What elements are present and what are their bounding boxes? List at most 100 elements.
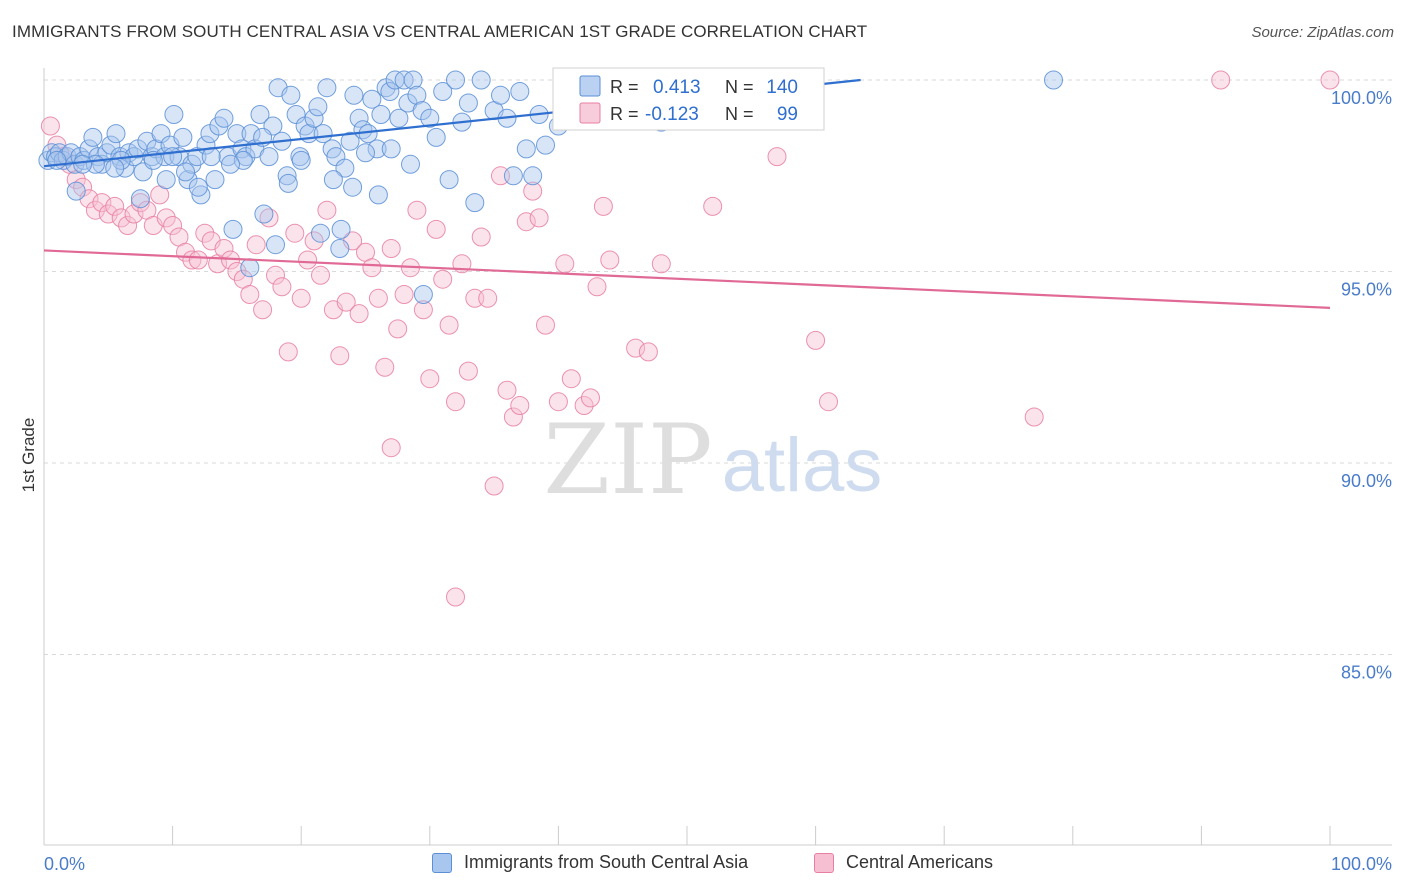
central-americans-point (105, 196, 125, 216)
south-central-asia-point (458, 93, 478, 113)
watermark-atlas: atlas (722, 423, 883, 508)
central-americans-point (600, 250, 620, 270)
legend-item-south-central-asia[interactable]: Immigrants from South Central Asia (432, 852, 748, 873)
y-tick-label: 90.0% (1341, 471, 1392, 491)
legend-n-value-blue: 140 (766, 77, 798, 98)
south-central-asia-point (266, 235, 285, 255)
central-americans-point (767, 147, 787, 167)
central-americans-point (272, 277, 292, 297)
central-americans-point (529, 208, 549, 228)
central-americans-point (478, 288, 498, 308)
south-central-asia-point (259, 147, 279, 167)
central-americans-point (156, 208, 176, 228)
central-americans-point (574, 396, 594, 415)
south-central-asia-point (367, 139, 387, 159)
y-axis-label: 1st Grade (19, 418, 38, 493)
central-americans-point (510, 396, 530, 415)
south-central-asia-point (164, 105, 184, 124)
central-americans-point (497, 380, 517, 400)
central-americans-point (130, 193, 150, 213)
central-americans-point (819, 392, 838, 412)
central-americans-point (111, 208, 131, 228)
south-central-asia-point (281, 85, 301, 105)
legend-r-value-pink: -0.123 (645, 104, 699, 125)
central-americans-point (188, 250, 208, 270)
trend-line-central-americans (43, 249, 1331, 309)
south-central-asia-point (221, 154, 240, 174)
south-central-asia-point (353, 120, 373, 140)
central-americans-point (420, 369, 440, 389)
south-central-asia-point (250, 105, 270, 124)
south-central-asia-point (205, 170, 225, 190)
south-central-asia-point (536, 135, 555, 155)
south-central-asia-point (331, 219, 351, 239)
south-central-asia-point (340, 131, 360, 151)
south-central-asia-point (413, 285, 433, 304)
south-central-asia-point (105, 158, 125, 178)
central-americans-point (362, 258, 382, 278)
y-tick-label: 85.0% (1341, 663, 1392, 683)
south-central-asia-point (380, 82, 400, 101)
legend-n-value-pink: 99 (777, 104, 798, 125)
central-americans-point (413, 300, 433, 320)
south-central-asia-point (389, 108, 409, 128)
central-americans-point (561, 369, 581, 389)
central-americans-point (536, 315, 555, 335)
central-americans-point (446, 392, 465, 412)
central-americans-point (246, 235, 266, 255)
central-americans-point (266, 265, 285, 285)
axes (43, 68, 1392, 846)
south-central-asia-point (227, 124, 247, 144)
legend-item-central-americans[interactable]: Central Americans (814, 852, 993, 873)
south-central-asia-point (304, 108, 324, 128)
central-americans-point (336, 292, 356, 312)
south-central-asia-point (349, 108, 369, 128)
central-americans-point (98, 204, 118, 224)
central-americans-point (593, 196, 613, 216)
south-central-asia-point (223, 219, 243, 239)
south-central-asia-point (214, 108, 234, 128)
central-americans-point (581, 388, 600, 408)
south-central-asia-point (163, 147, 183, 167)
central-americans-point (439, 315, 459, 335)
stats-legend: R = 0.413 N = 140 R = -0.123 N = 99 (552, 67, 825, 131)
south-central-asia-point (356, 143, 375, 163)
legend-label-south-central-asia: Immigrants from South Central Asia (464, 852, 749, 872)
south-central-asia-point (335, 158, 355, 178)
central-americans-point (317, 200, 337, 220)
south-central-asia-point (1044, 70, 1063, 90)
south-central-asia-point (308, 97, 328, 117)
south-central-asia-point (426, 127, 446, 147)
central-americans-point (182, 250, 202, 270)
south-central-asia-point (278, 173, 298, 193)
central-americans-point (433, 269, 453, 289)
central-americans-point (253, 300, 273, 320)
central-americans-point (703, 196, 723, 216)
south-central-asia-point (344, 85, 364, 105)
central-americans-point (394, 285, 414, 304)
south-central-asia-point (471, 70, 491, 90)
legend-swatch-central-americans (814, 852, 834, 873)
central-americans-point (330, 346, 350, 366)
central-americans-point (484, 476, 504, 496)
south-central-asia-point (240, 258, 260, 278)
south-central-asia-point (343, 177, 363, 197)
legend-r-label-pink: R = (610, 104, 639, 124)
south-central-asia-point (178, 170, 198, 190)
south-central-asia-point (401, 154, 420, 174)
central-americans-point (458, 361, 478, 381)
south-central-asia-point (233, 150, 253, 170)
central-americans-point (311, 265, 330, 285)
south-central-asia-point (368, 185, 388, 205)
legend-r-value-blue: 0.413 (653, 77, 701, 98)
central-americans-point (523, 181, 543, 201)
south-central-asia-point (362, 89, 382, 109)
south-central-asia-point (403, 70, 423, 90)
legend-label-central-americans: Central Americans (846, 852, 994, 872)
central-americans-point (426, 219, 446, 239)
central-americans-point (516, 212, 536, 232)
central-americans-point (548, 392, 568, 412)
south-central-asia-point (106, 124, 126, 144)
central-americans-point (388, 319, 408, 339)
south-central-asia-point (173, 127, 193, 147)
